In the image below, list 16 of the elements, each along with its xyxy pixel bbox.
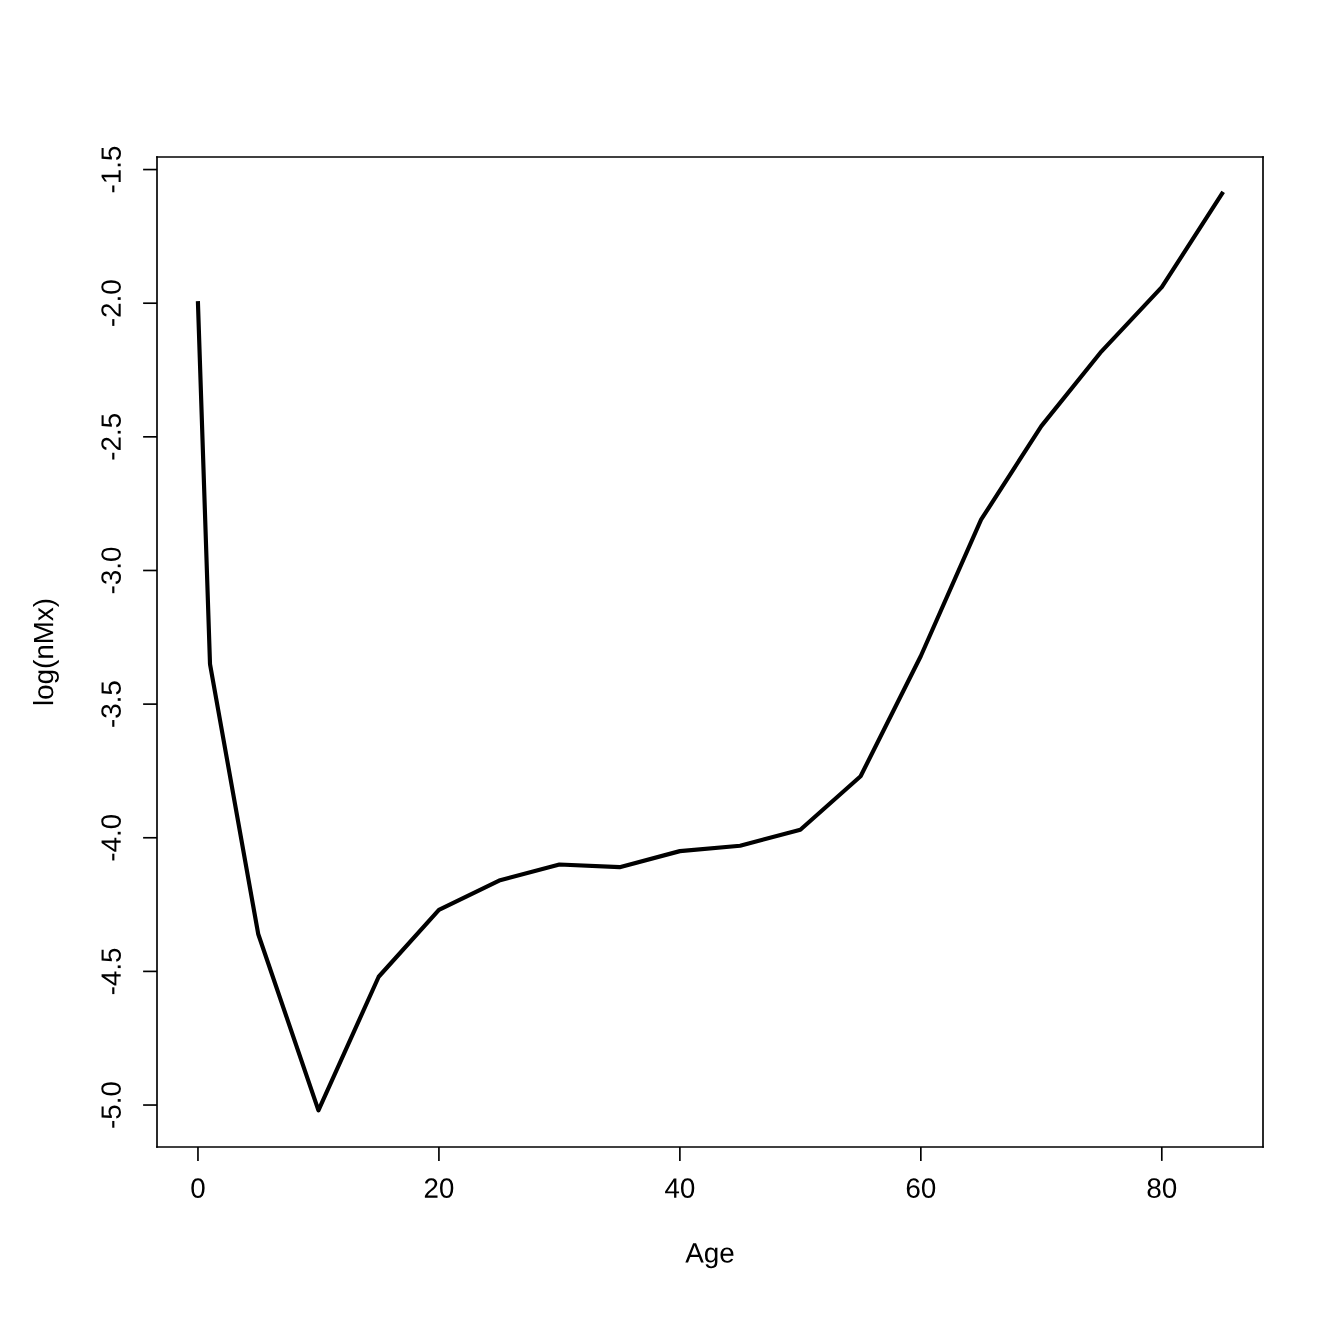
x-tick-label: 60 [906, 1178, 936, 1198]
y-tick-label: -2.5 [101, 414, 121, 460]
x-tick-label: 40 [665, 1178, 695, 1198]
line-series [195, 191, 1225, 1113]
y-tick-label: -1.5 [101, 146, 121, 193]
y-tick-label: -2.0 [101, 280, 121, 326]
y-tick-label: -3.5 [101, 681, 121, 727]
y-tick-label: -4.0 [101, 814, 121, 861]
x-axis-title: Age [685, 1243, 734, 1269]
y-axis-title: log(nMx) [32, 599, 59, 705]
y-tick-label: -5.0 [101, 1082, 121, 1128]
y-tick-label: -3.0 [101, 547, 121, 594]
x-tick-label: 20 [424, 1178, 454, 1198]
y-tick-label: -4.5 [101, 948, 121, 995]
x-tick-label: 80 [1147, 1178, 1177, 1198]
x-tick-label: 0 [191, 1178, 205, 1198]
